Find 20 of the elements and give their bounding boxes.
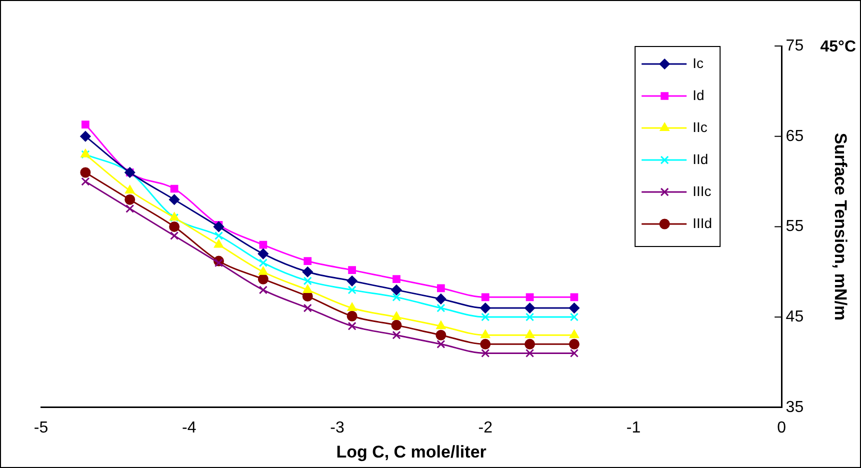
legend-label: IIId [692,214,712,231]
x-tick-label: -4 [182,419,196,436]
x-tick-label: -5 [34,419,48,436]
legend-label: IIIc [692,182,712,199]
legend-label: Id [692,86,704,103]
y-tick-label: 35 [786,398,804,416]
x-tick-label: -1 [626,419,641,436]
text: 45°C [820,38,856,56]
x-tick-label: 0 [777,419,786,436]
y-tick-label: 75 [786,37,804,54]
legend-label: IId [692,150,708,167]
legend-label: Ic [692,54,704,71]
x-tick-label: -3 [330,419,344,436]
legend-label: IIc [692,118,708,135]
y-axis-title: Surface Tension, mN/m [831,132,850,321]
x-axis-title: Log C, C mole/liter [336,442,487,462]
y-tick-label: 65 [786,128,804,145]
x-tick-label: -2 [478,419,493,436]
y-tick-label: 45 [786,308,804,326]
y-tick-label: 55 [786,218,804,236]
